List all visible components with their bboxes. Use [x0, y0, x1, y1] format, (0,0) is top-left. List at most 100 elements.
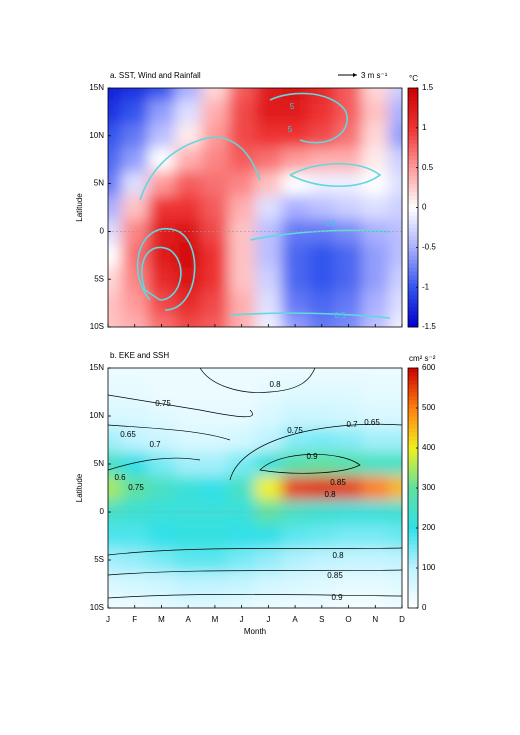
colorbar-band — [408, 572, 418, 577]
colorbar-band — [408, 476, 418, 481]
heatmap-cell — [108, 596, 122, 608]
colorbar-band — [408, 376, 418, 381]
heatmap-cell — [174, 171, 203, 197]
heatmap-cell — [388, 572, 402, 597]
heatmap-cells — [108, 368, 402, 608]
heatmap-cell — [388, 596, 402, 608]
heatmap-cell — [335, 195, 363, 220]
heatmap-cell — [121, 99, 149, 125]
heatmap-cell — [228, 524, 256, 549]
heatmap-cell — [308, 195, 336, 220]
heatmap-cell — [388, 548, 402, 573]
heatmap-cell — [201, 171, 229, 197]
colorbar-band — [408, 604, 418, 609]
colorbar-band — [408, 564, 418, 569]
colorbar-band — [408, 267, 418, 272]
heatmap-cell — [281, 99, 309, 125]
colorbar-band — [408, 275, 418, 280]
colorbar-band — [408, 163, 418, 169]
x-tick-label: S — [319, 615, 324, 624]
colorbar-label: cm² s⁻² — [409, 354, 436, 363]
colorbar-band — [408, 271, 418, 276]
heatmap-cell — [174, 99, 203, 125]
heatmap-cell — [361, 596, 390, 608]
heatmap-cell — [174, 267, 203, 292]
heatmap-cell — [148, 123, 176, 149]
heatmap-cell — [255, 428, 283, 453]
heatmap-cell — [308, 524, 336, 549]
heatmap-cell — [174, 428, 203, 453]
heatmap-cell — [121, 88, 149, 101]
colorbar-band — [408, 576, 418, 581]
colorbar-tick-label: 0 — [422, 203, 427, 212]
contour-line — [141, 246, 182, 301]
contour-label: 5 — [288, 125, 293, 134]
heatmap-cell — [361, 548, 390, 573]
heatmap-cell — [228, 572, 256, 597]
colorbar-band — [408, 115, 418, 121]
colorbar-tick-label: -1.5 — [422, 322, 436, 331]
contour-label: 0.9 — [331, 593, 343, 602]
contour-line — [108, 594, 402, 599]
heatmap-cell — [121, 171, 149, 197]
heatmap-cell — [121, 147, 149, 173]
heatmap-cell — [108, 171, 122, 197]
heatmap-cell — [148, 88, 176, 101]
colorbar-band — [408, 444, 418, 449]
heatmap-cell — [255, 291, 283, 316]
colorbar-band — [408, 211, 418, 216]
heatmap-cell — [228, 291, 256, 316]
heatmap-cell — [108, 267, 122, 292]
colorbar-band — [408, 263, 418, 268]
colorbar-band — [408, 155, 418, 161]
contour-label: 0.85 — [327, 571, 343, 580]
plot-frame — [107, 87, 403, 328]
heatmap-cell — [361, 572, 390, 597]
heatmap-cell — [121, 368, 149, 381]
colorbar-band — [408, 231, 418, 236]
heatmap-cell — [174, 596, 203, 608]
heatmap-cell — [201, 596, 229, 608]
heatmap-cell — [335, 380, 363, 405]
y-tick-label: 10S — [90, 603, 104, 612]
heatmap-cell — [148, 267, 176, 292]
colorbar-band — [408, 171, 418, 177]
heatmap-cell — [108, 123, 122, 149]
heatmap-cell — [308, 88, 336, 101]
heatmap-cell — [108, 368, 122, 381]
colorbar-band — [408, 580, 418, 585]
contour-label: 0.75 — [155, 399, 171, 408]
heatmap-cell — [108, 500, 122, 525]
colorbar-band — [408, 472, 418, 477]
heatmap-cell — [201, 428, 229, 453]
heatmap-cell — [361, 195, 390, 220]
colorbar-band — [408, 151, 418, 157]
heatmap-cell — [308, 267, 336, 292]
heatmap-cell — [308, 548, 336, 573]
heatmap-cell — [255, 243, 283, 268]
heatmap-area — [108, 88, 402, 327]
heatmap-cell — [308, 404, 336, 429]
heatmap-cell — [281, 452, 309, 477]
heatmap-cell — [201, 315, 229, 327]
colorbar-band — [408, 259, 418, 264]
colorbar-band — [408, 227, 418, 232]
heatmap-cell — [228, 123, 256, 149]
heatmap-cell — [228, 548, 256, 573]
heatmap-cell — [335, 548, 363, 573]
colorbar-band — [408, 207, 418, 212]
heatmap-cell — [335, 524, 363, 549]
heatmap-cell — [281, 404, 309, 429]
heatmap-cell — [281, 291, 309, 316]
heatmap-cell — [201, 291, 229, 316]
colorbar-band — [408, 408, 418, 413]
heatmap-cell — [228, 368, 256, 381]
x-tick-label: A — [292, 615, 298, 624]
colorbar-band — [408, 323, 418, 328]
heatmap-cell — [335, 267, 363, 292]
heatmap-cell — [108, 147, 122, 173]
heatmap-cell — [335, 596, 363, 608]
heatmap-cell — [388, 368, 402, 381]
colorbar-band — [408, 279, 418, 284]
heatmap-cell — [255, 452, 283, 477]
